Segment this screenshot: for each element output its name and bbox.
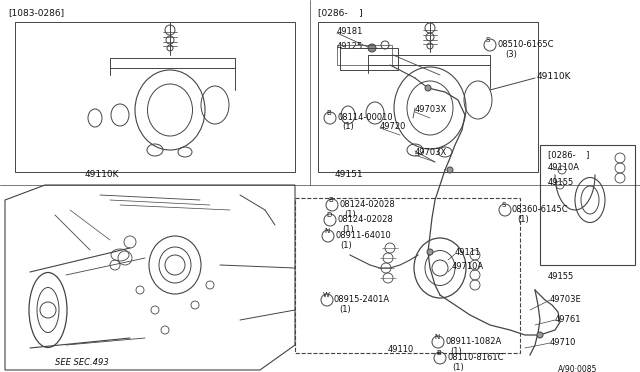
Text: B: B: [326, 110, 332, 116]
Bar: [340, 48, 398, 70]
Text: [0286-    ]: [0286- ]: [548, 150, 589, 159]
Text: S: S: [502, 202, 506, 208]
Text: W: W: [323, 292, 330, 298]
Text: 08915-2401A: 08915-2401A: [334, 295, 390, 304]
Text: 08110-8161C: 08110-8161C: [447, 353, 504, 362]
Text: 49110K: 49110K: [85, 170, 120, 179]
Text: 49710A: 49710A: [452, 262, 484, 271]
Text: 08911-64010: 08911-64010: [335, 231, 391, 240]
Text: 08360-6145C: 08360-6145C: [512, 205, 568, 214]
Text: 49703X: 49703X: [415, 148, 447, 157]
Circle shape: [427, 249, 433, 255]
Text: S: S: [486, 37, 490, 43]
Text: 49155: 49155: [548, 178, 574, 187]
Text: B: B: [436, 350, 442, 356]
Text: 49155: 49155: [548, 272, 574, 281]
Text: 49125: 49125: [337, 42, 364, 51]
Text: [0286-    ]: [0286- ]: [318, 8, 363, 17]
Circle shape: [425, 85, 431, 91]
Text: 49110: 49110: [388, 345, 414, 354]
Text: N: N: [435, 334, 440, 340]
Text: 49761: 49761: [555, 315, 582, 324]
Circle shape: [432, 260, 448, 276]
Text: (1): (1): [339, 305, 351, 314]
Bar: [337, 45, 392, 65]
Bar: [295, 198, 520, 353]
Circle shape: [368, 44, 376, 52]
Text: 08124-02028: 08124-02028: [339, 200, 395, 209]
Text: N: N: [324, 228, 330, 234]
Text: (1): (1): [517, 215, 529, 224]
Text: 49110K: 49110K: [537, 72, 572, 81]
Circle shape: [537, 332, 543, 338]
Text: 49110A: 49110A: [548, 163, 580, 172]
Text: 49720: 49720: [380, 122, 406, 131]
Text: (1): (1): [342, 122, 354, 131]
Text: B: B: [328, 197, 333, 203]
Text: 49181: 49181: [337, 27, 364, 36]
Bar: [318, 22, 538, 172]
Text: 49111: 49111: [455, 248, 481, 257]
Text: 08114-00010: 08114-00010: [337, 113, 392, 122]
Bar: [540, 145, 635, 265]
Text: (1): (1): [342, 225, 354, 234]
Text: 49703E: 49703E: [550, 295, 582, 304]
Circle shape: [447, 167, 453, 173]
Text: (1): (1): [344, 210, 356, 219]
Text: (1): (1): [452, 363, 464, 372]
Text: 08911-1082A: 08911-1082A: [445, 337, 501, 346]
Text: (1): (1): [340, 241, 352, 250]
Text: D: D: [326, 212, 332, 218]
Bar: [15, 22, 295, 172]
Text: [1083-0286]: [1083-0286]: [8, 8, 64, 17]
Text: SEE SEC.493: SEE SEC.493: [55, 358, 109, 367]
Text: (1): (1): [450, 347, 461, 356]
Text: 49151: 49151: [335, 170, 364, 179]
Text: 49710: 49710: [550, 338, 577, 347]
Text: 08124-02028: 08124-02028: [337, 215, 393, 224]
Text: 49703X: 49703X: [415, 105, 447, 114]
Text: A/90·0085: A/90·0085: [558, 365, 597, 372]
Text: 08510-6165C: 08510-6165C: [497, 40, 554, 49]
Text: (3): (3): [505, 50, 517, 59]
